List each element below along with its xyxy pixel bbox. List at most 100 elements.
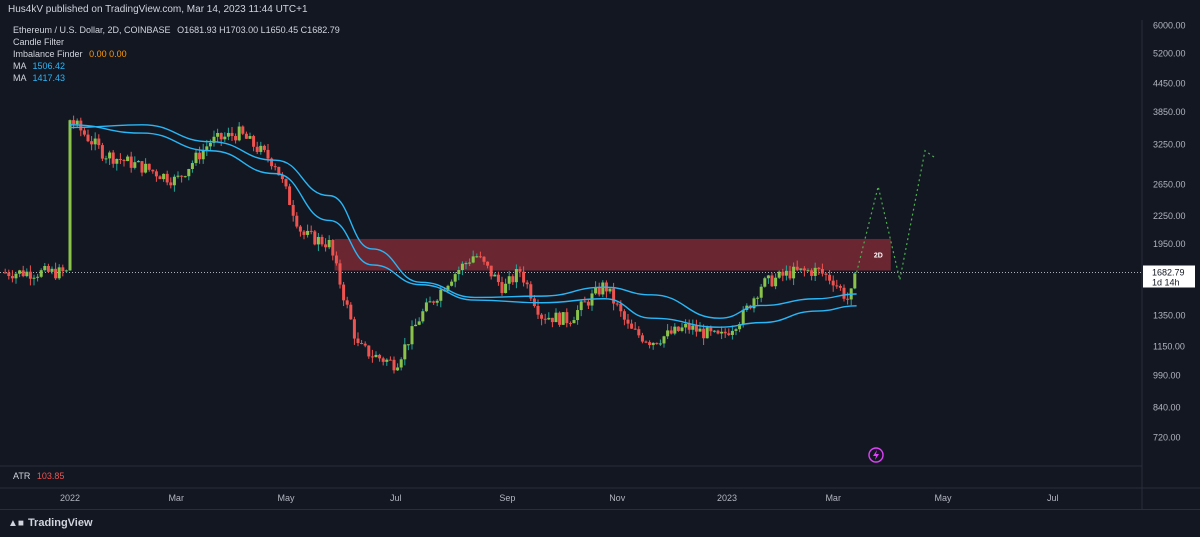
- candle-body: [514, 269, 518, 283]
- candle-body: [496, 274, 500, 283]
- candle: [93, 132, 97, 151]
- candle-body: [370, 356, 374, 358]
- candle: [129, 151, 133, 173]
- candle: [576, 305, 580, 325]
- candle: [136, 159, 140, 163]
- candle: [781, 268, 785, 282]
- candle: [385, 358, 389, 366]
- candle: [115, 158, 119, 171]
- candle-body: [622, 311, 626, 320]
- candle: [712, 330, 716, 333]
- candle-body: [374, 354, 378, 358]
- candle-body: [529, 284, 533, 299]
- x-tick-label: 2022: [60, 493, 80, 503]
- candle: [421, 308, 425, 324]
- x-tick-label: May: [277, 493, 295, 503]
- candle-body: [669, 330, 673, 334]
- candle: [90, 136, 94, 151]
- candle-body: [453, 274, 457, 282]
- candle: [306, 224, 310, 238]
- candle-body: [662, 336, 666, 344]
- candle-body: [658, 343, 662, 345]
- candle-body: [820, 268, 824, 274]
- tradingview-logo-icon: ▲■: [8, 518, 24, 529]
- candle-body: [579, 301, 583, 311]
- candle: [122, 159, 126, 167]
- candle-body: [446, 285, 450, 292]
- candle-body: [723, 331, 727, 334]
- legend-ma-1[interactable]: MA 1506.42: [13, 60, 65, 72]
- legend-symbol-row[interactable]: Ethereum / U.S. Dollar, 2D, COINBASE O16…: [13, 24, 340, 36]
- candle: [608, 288, 612, 294]
- candle: [424, 298, 428, 313]
- tradingview-logo[interactable]: ▲■ TradingView: [8, 517, 93, 529]
- candle-body: [360, 343, 364, 345]
- candle-body: [471, 256, 475, 263]
- candle: [680, 323, 684, 333]
- lightning-icon[interactable]: [868, 447, 884, 463]
- candle: [723, 328, 727, 338]
- candle: [756, 296, 760, 305]
- candle: [565, 308, 569, 328]
- candle: [417, 317, 421, 326]
- candle: [788, 265, 792, 281]
- ma2-value: 1417.43: [32, 73, 66, 83]
- candle: [460, 261, 464, 276]
- candle: [810, 268, 814, 281]
- candle: [295, 212, 299, 229]
- candle-body: [345, 300, 349, 305]
- candle-body: [352, 319, 356, 339]
- candle-body: [676, 326, 680, 331]
- candle-body: [727, 333, 731, 335]
- candle-body: [684, 323, 688, 328]
- candle-body: [428, 301, 432, 303]
- candle-body: [201, 149, 205, 160]
- legend-imbalance-finder[interactable]: Imbalance Finder 0.00 0.00: [13, 48, 127, 60]
- ohlc-values: O1681.93 H1703.00 L1650.45 C1682.79: [177, 25, 340, 35]
- candle: [777, 270, 781, 279]
- candle: [550, 317, 554, 328]
- candle-body: [630, 323, 634, 329]
- candle-body: [378, 354, 382, 359]
- candle-body: [36, 276, 40, 278]
- candle-body: [212, 136, 216, 143]
- atr-legend[interactable]: ATR 103.85: [13, 470, 64, 482]
- y-tick-label: 840.00: [1153, 402, 1181, 412]
- candle: [237, 122, 241, 142]
- candle-body: [813, 267, 817, 276]
- legend-candle-filter[interactable]: Candle Filter: [13, 36, 64, 48]
- legend-ma-2[interactable]: MA 1417.43: [13, 72, 65, 84]
- candle-body: [594, 287, 598, 294]
- candle-body: [129, 156, 133, 168]
- candle-body: [61, 267, 65, 272]
- candle-body: [424, 302, 428, 312]
- candle: [158, 175, 162, 180]
- candle-body: [507, 276, 511, 284]
- candle-body: [342, 284, 346, 301]
- candle: [234, 133, 238, 144]
- candle-body: [223, 136, 227, 140]
- candle-body: [784, 270, 788, 276]
- x-tick-label: Mar: [825, 493, 841, 503]
- candle: [259, 141, 263, 155]
- y-tick-label: 1350.00: [1153, 310, 1186, 320]
- candle: [262, 144, 266, 153]
- candle: [230, 127, 234, 141]
- candle: [489, 265, 493, 280]
- candle-body: [568, 323, 572, 325]
- candle-body: [118, 158, 122, 160]
- candle: [795, 260, 799, 272]
- candle-body: [392, 359, 396, 371]
- candle: [248, 132, 252, 140]
- candle-body: [291, 204, 295, 216]
- candle-body: [835, 285, 839, 287]
- x-tick-label: Mar: [168, 493, 184, 503]
- candle: [309, 225, 313, 235]
- candle: [525, 280, 529, 289]
- candle: [763, 276, 767, 288]
- candle: [813, 262, 817, 282]
- candle: [435, 299, 439, 307]
- candle: [644, 340, 648, 344]
- candle: [36, 273, 40, 282]
